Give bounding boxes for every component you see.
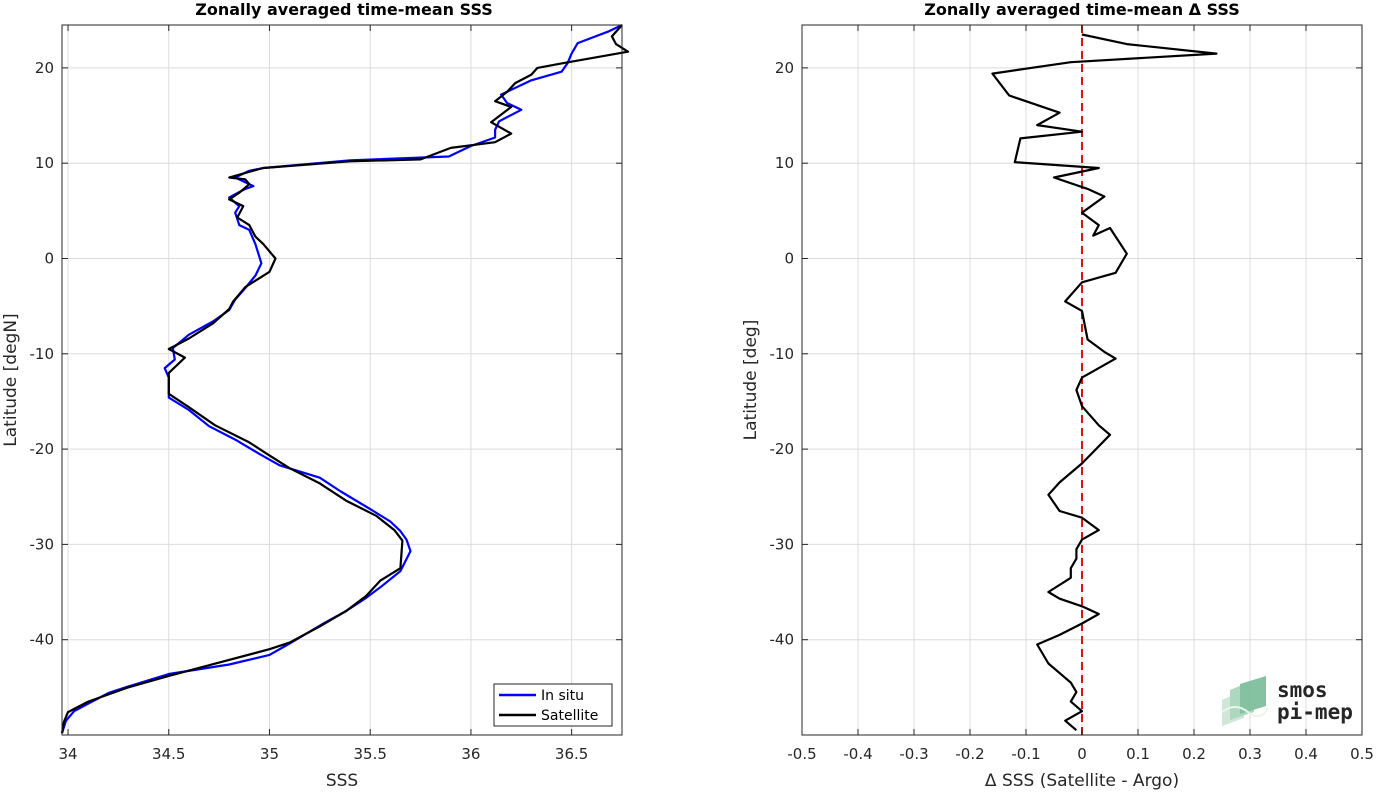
x-tick-label: 35.5: [353, 745, 386, 763]
left-chart-title: Zonally averaged time-mean SSS: [195, 0, 493, 19]
x-tick-label: 35: [260, 745, 279, 763]
x-tick-label: 0.3: [1238, 745, 1262, 763]
x-tick-label: 34: [58, 745, 77, 763]
y-tick-label: 20: [775, 59, 794, 77]
logo-text-pi-mep: pi-mep: [1277, 700, 1353, 724]
right-chart-panel: Zonally averaged time-mean Δ SSS -0.5 -0.…: [741, 0, 1374, 791]
y-tick-label: -40: [770, 631, 795, 649]
left-x-ticks: 34 34.5 35 35.5 36 36.5: [58, 25, 588, 763]
x-tick-label: 36.5: [555, 745, 588, 763]
y-tick-label: 10: [35, 154, 54, 172]
y-tick-label: -30: [770, 535, 795, 553]
right-y-ticks: 20 10 0 -10 -20 -30 -40: [770, 59, 1362, 649]
smos-pi-mep-logo: smos pi-mep: [1221, 676, 1353, 726]
x-tick-label: -0.3: [899, 745, 928, 763]
x-tick-label: 0: [1077, 745, 1087, 763]
y-tick-label: -20: [30, 440, 55, 458]
y-tick-label: -30: [30, 535, 55, 553]
left-x-axis-label: SSS: [326, 771, 358, 791]
right-x-ticks: -0.5 -0.4 -0.3 -0.2 -0.1 0 0.1 0.2 0.3 0.4 0.5: [787, 25, 1374, 763]
x-tick-label: 0.2: [1182, 745, 1206, 763]
left-gridlines: [62, 25, 622, 735]
legend-label-in-situ: In situ: [541, 688, 584, 704]
logo-text-smos: smos: [1277, 678, 1328, 702]
x-tick-label: -0.4: [843, 745, 872, 763]
y-tick-label: 0: [44, 249, 54, 267]
series-line-in-situ: [60, 24, 623, 734]
y-tick-label: 20: [35, 59, 54, 77]
left-axes-frame: [61, 24, 623, 736]
left-y-ticks: 20 10 0 -10 -20 -30 -40: [30, 59, 622, 649]
x-tick-label: -0.5: [787, 745, 816, 763]
y-tick-label: 0: [784, 249, 794, 267]
y-tick-label: 10: [775, 154, 794, 172]
right-series-layer: [991, 33, 1218, 732]
y-tick-label: -40: [30, 631, 55, 649]
series-line-satellite: [60, 24, 630, 734]
right-y-axis-label: Latitude [deg]: [741, 320, 761, 441]
x-tick-label: 36: [461, 745, 480, 763]
x-tick-label: -0.2: [955, 745, 984, 763]
y-tick-label: -10: [30, 345, 55, 363]
right-chart-title: Zonally averaged time-mean Δ SSS: [924, 0, 1240, 19]
x-tick-label: 0.5: [1350, 745, 1374, 763]
y-tick-label: -20: [770, 440, 795, 458]
x-tick-label: 0.1: [1126, 745, 1150, 763]
x-tick-label: 0.4: [1294, 745, 1318, 763]
legend: In situ Satellite: [493, 683, 613, 727]
left-chart-panel: Zonally averaged time-mean SSS 34 34.5 35 3…: [1, 0, 630, 791]
x-tick-label: -0.1: [1011, 745, 1040, 763]
series-line-delta-sss: [991, 33, 1218, 732]
y-tick-label: -10: [770, 345, 795, 363]
x-tick-label: 34.5: [152, 745, 185, 763]
left-series-layer: [60, 24, 630, 734]
legend-box: [493, 683, 613, 727]
right-x-axis-label: Δ SSS (Satellite - Argo): [985, 771, 1179, 791]
legend-label-satellite: Satellite: [541, 708, 598, 724]
logo-wave-icon: [1221, 676, 1269, 726]
left-y-axis-label: Latitude [degN]: [1, 313, 21, 446]
